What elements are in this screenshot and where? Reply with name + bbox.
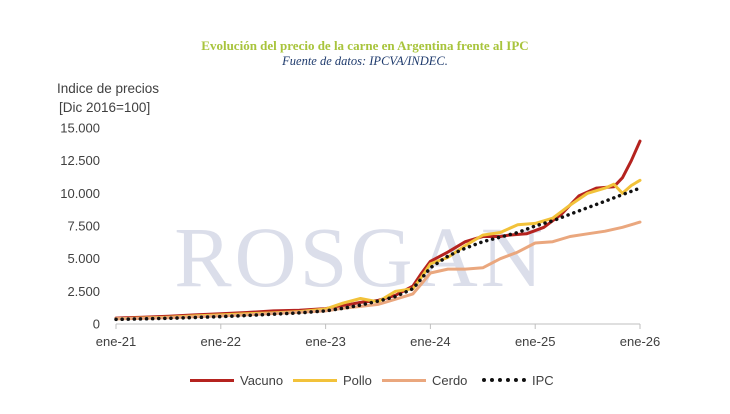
y-tick-label: 10.000: [60, 186, 100, 201]
legend-label: Vacuno: [240, 372, 284, 388]
x-tick-label: ene-23: [305, 334, 345, 349]
y-tick-label: 12.500: [60, 153, 100, 168]
y-tick-label: 7.500: [67, 219, 100, 234]
legend-item-ipc: IPC: [482, 371, 554, 389]
legend-item-vacuno: Vacuno: [190, 371, 283, 389]
y-tick-label: 0: [93, 317, 100, 332]
y-axis-label-line-1: Indice de precios: [57, 81, 160, 96]
chart-subtitle: Fuente de datos: IPCVA/INDEC.: [282, 54, 448, 68]
legend-item-pollo: Pollo: [293, 371, 372, 389]
y-tick-label: 15.000: [60, 121, 100, 136]
legend: Vacuno Pollo Cerdo IPC: [0, 371, 730, 389]
series-lines: [114, 139, 642, 322]
legend-label: IPC: [532, 372, 554, 388]
legend-swatch: [190, 378, 234, 382]
legend-swatch: [382, 378, 426, 382]
legend-item-cerdo: Cerdo: [382, 371, 467, 389]
x-tick-label: ene-24: [410, 334, 450, 349]
y-axis-ticks: 0 2.500 5.000 7.500 10.000 12.500 15.000: [60, 121, 100, 332]
series-line-ipc: [114, 186, 642, 322]
watermark: ROSGAN: [174, 209, 546, 305]
y-tick-label: 2.500: [67, 284, 100, 299]
x-tick-label: ene-26: [620, 334, 660, 349]
x-tick-label: ene-22: [201, 334, 241, 349]
x-tick-label: ene-21: [96, 334, 136, 349]
y-axis-label-line-2: [Dic 2016=100]: [59, 100, 151, 115]
series-line-cerdo: [114, 220, 642, 321]
chart-title: Evolución del precio de la carne en Arge…: [201, 38, 529, 53]
legend-swatch: [482, 378, 526, 382]
legend-label: Pollo: [343, 372, 372, 388]
legend-swatch: [293, 378, 337, 382]
y-tick-label: 5.000: [67, 251, 100, 266]
x-axis: ene-21 ene-22 ene-23 ene-24 ene-25 ene-26: [96, 323, 660, 349]
legend-label: Cerdo: [432, 372, 468, 388]
x-tick-label: ene-25: [515, 334, 555, 349]
